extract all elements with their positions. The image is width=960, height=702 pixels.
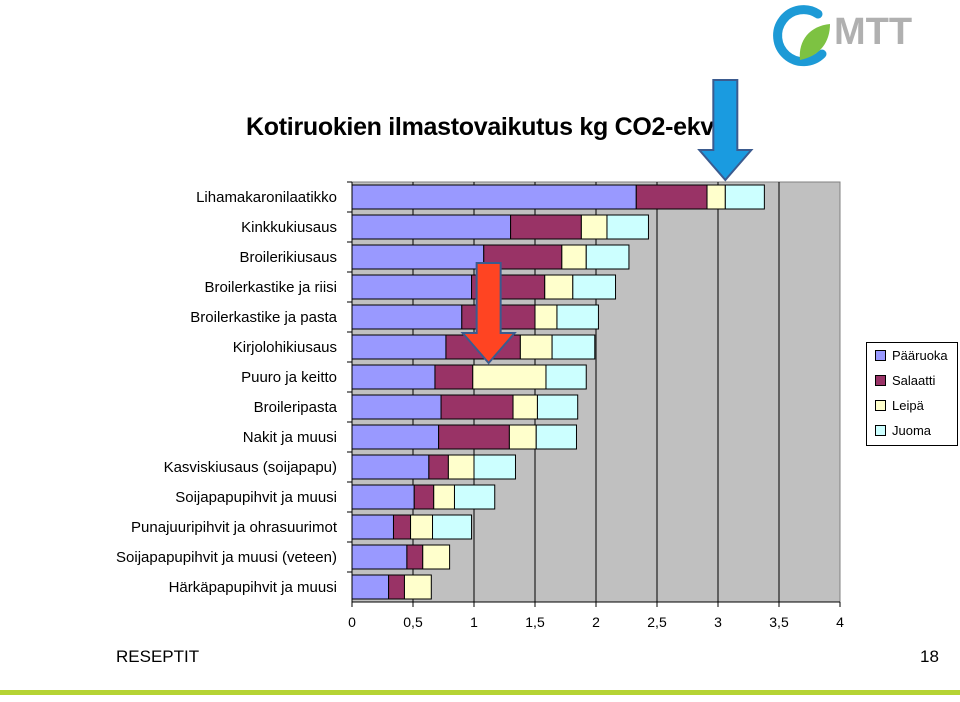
- bar-segment: [403, 574, 432, 600]
- bar-segment: [432, 514, 473, 540]
- legend-item: Juoma: [867, 418, 957, 443]
- category-label: Kirjolohikiusaus: [233, 339, 337, 356]
- legend-swatch: [875, 375, 886, 386]
- bar-segment: [388, 574, 405, 600]
- category-label: Punajuuripihvit ja ohrasuurimot: [131, 519, 338, 536]
- bar-segment: [351, 334, 447, 360]
- footer-section-label: RESEPTIT: [116, 647, 200, 666]
- bar-segment: [351, 364, 436, 390]
- category-label: Kinkkukiusaus: [241, 219, 337, 236]
- legend-item: Salaatti: [867, 368, 957, 393]
- arrow-red-icon: [460, 262, 517, 365]
- bar-segment: [351, 274, 473, 300]
- bar-segment: [351, 574, 390, 600]
- bar-segment: [453, 484, 496, 510]
- category-label: Soijapapupihvit ja muusi (veteen): [116, 549, 337, 566]
- bar-segment: [440, 394, 514, 420]
- bar-segment: [433, 484, 455, 510]
- bar-segment: [556, 304, 599, 330]
- bar-segment: [473, 454, 516, 480]
- bar-segment: [551, 334, 596, 360]
- arrow-blue-icon: [697, 79, 754, 182]
- x-tick-label: 3,5: [769, 614, 789, 630]
- bar-segment: [635, 184, 708, 210]
- bar-segment: [519, 334, 553, 360]
- category-label: Broilerkastike ja riisi: [204, 279, 337, 296]
- logo-leaf-green: [799, 24, 830, 60]
- bar-segment: [606, 214, 649, 240]
- x-tick-label: 4: [836, 614, 844, 630]
- x-tick-label: 1,5: [525, 614, 545, 630]
- category-label: Härkäpapupihvit ja muusi: [169, 579, 337, 596]
- bar-segment: [706, 184, 726, 210]
- category-label: Broilerikiusaus: [239, 249, 337, 266]
- category-label: Nakit ja muusi: [243, 429, 337, 446]
- bar-segment: [392, 514, 412, 540]
- legend-label: Salaatti: [892, 373, 936, 388]
- bar-segment: [351, 544, 408, 570]
- bar-segment: [413, 484, 435, 510]
- bar-segment: [422, 544, 451, 570]
- bar-segment: [508, 424, 537, 450]
- bar-segment: [438, 424, 510, 450]
- bar-segment: [510, 214, 582, 240]
- legend-label: Leipä: [892, 398, 924, 413]
- category-label: Soijapapupihvit ja muusi: [175, 489, 337, 506]
- bar-segment: [351, 214, 512, 240]
- bar-segment: [572, 274, 617, 300]
- bar-segment: [410, 514, 434, 540]
- bar-segment: [536, 394, 579, 420]
- legend-swatch: [875, 425, 886, 436]
- bar-segment: [512, 394, 538, 420]
- legend-label: Pääruoka: [892, 348, 948, 363]
- x-tick-label: 2,5: [647, 614, 667, 630]
- bar-segment: [544, 274, 574, 300]
- chart-legend: Pääruoka Salaatti Leipä Juoma: [866, 342, 958, 446]
- legend-item: Leipä: [867, 393, 957, 418]
- category-label: Broilerkastike ja pasta: [190, 309, 337, 326]
- chart-title: Kotiruokien ilmastovaikutus kg CO2-ekv: [246, 113, 714, 141]
- bottom-accent-line: [0, 690, 960, 695]
- bar-segment: [406, 544, 424, 570]
- page-number: 18: [920, 647, 939, 666]
- x-tick-label: 0,5: [403, 614, 423, 630]
- bar-segment: [428, 454, 449, 480]
- bar-segment: [561, 244, 587, 270]
- bar-segment: [351, 394, 442, 420]
- x-tick-label: 3: [714, 614, 722, 630]
- bar-segment: [447, 454, 475, 480]
- logo-text: MTT: [834, 11, 912, 53]
- bar-segment: [351, 184, 637, 210]
- bar-segment: [351, 304, 463, 330]
- category-label: Puuro ja keitto: [241, 369, 337, 386]
- bar-segment: [351, 484, 415, 510]
- bar-segment: [472, 364, 547, 390]
- legend-swatch: [875, 400, 886, 411]
- x-tick-label: 0: [348, 614, 356, 630]
- category-label: Lihamakaronilaatikko: [196, 189, 337, 206]
- x-tick-label: 2: [592, 614, 600, 630]
- category-label: Kasviskiusaus (soijapapu): [164, 459, 337, 476]
- legend-label: Juoma: [892, 423, 932, 438]
- bar-segment: [534, 304, 558, 330]
- bar-segment: [580, 214, 608, 240]
- category-label: Broileripasta: [254, 399, 338, 416]
- legend-item: Pääruoka: [867, 343, 957, 368]
- bar-segment: [351, 424, 440, 450]
- x-tick-label: 1: [470, 614, 478, 630]
- bar-segment: [351, 244, 485, 270]
- mtt-logo: MTT: [773, 5, 912, 67]
- bar-segment: [585, 244, 630, 270]
- bar-segment: [545, 364, 587, 390]
- bar-segment: [724, 184, 765, 210]
- bar-segment: [535, 424, 577, 450]
- logo-ring-blue: [773, 5, 827, 67]
- legend-swatch: [875, 350, 886, 361]
- bar-segment: [434, 364, 474, 390]
- bar-segment: [351, 454, 430, 480]
- bar-segment: [351, 514, 394, 540]
